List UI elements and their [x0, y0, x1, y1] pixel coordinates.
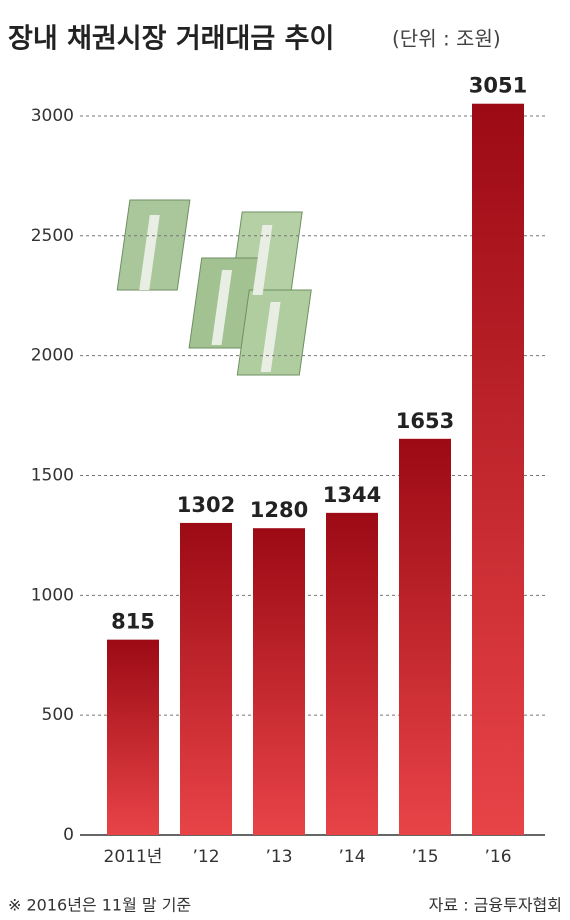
bar	[399, 438, 451, 835]
x-tick-label: ’15	[411, 847, 438, 867]
x-tick-label: ’14	[338, 847, 365, 867]
bar	[180, 522, 232, 835]
x-tick-label: ’13	[265, 847, 292, 867]
y-tick-label: 3000	[31, 106, 74, 126]
source: 자료 : 금융투자협회	[429, 896, 562, 915]
bar	[472, 103, 524, 835]
y-tick-label: 1000	[31, 585, 74, 605]
chart-unit: (단위 : 조원)	[392, 27, 501, 51]
value-label: 1344	[323, 483, 381, 507]
value-label: 1302	[177, 493, 235, 517]
y-tick-label: 2000	[31, 346, 74, 366]
x-tick-label: 2011년	[104, 847, 163, 867]
y-tick-label: 0	[63, 825, 74, 845]
value-label: 3051	[469, 74, 527, 98]
value-label: 815	[111, 610, 155, 634]
y-tick-label: 2500	[31, 226, 74, 246]
footnote: ※ 2016년은 11월 말 기준	[8, 896, 191, 915]
bar	[326, 512, 378, 835]
x-tick-label: ’12	[192, 847, 219, 867]
y-tick-label: 500	[42, 705, 74, 725]
x-tick-label: ’16	[484, 847, 511, 867]
y-tick-label: 1500	[31, 465, 74, 485]
value-label: 1280	[250, 498, 308, 522]
value-label: 1653	[396, 409, 454, 433]
chart-title: 장내 채권시장 거래대금 추이	[8, 24, 334, 55]
money-illustration	[116, 199, 312, 376]
bar	[253, 528, 305, 835]
bar	[107, 639, 159, 835]
